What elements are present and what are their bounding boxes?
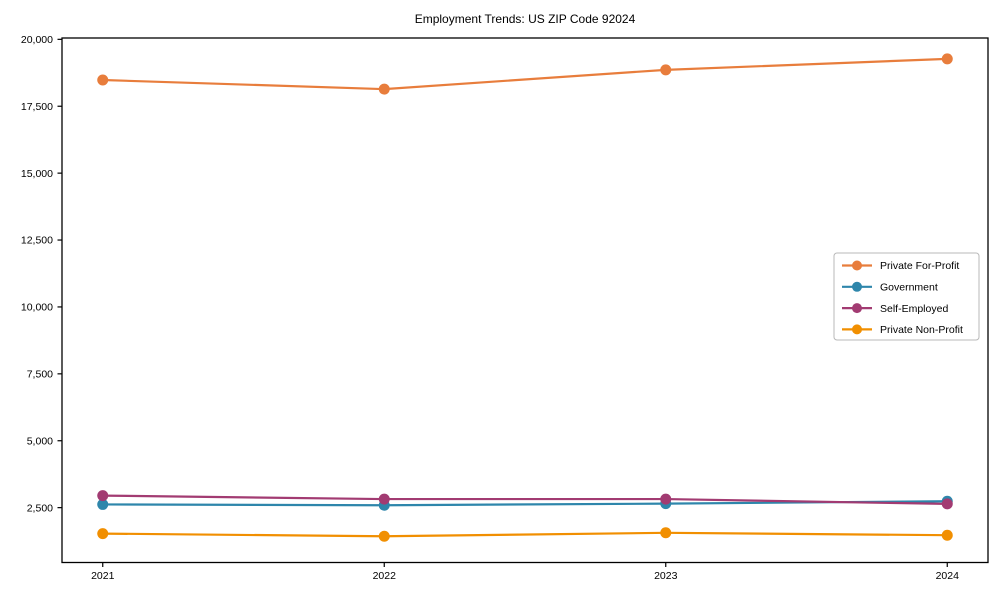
data-point-private-non-profit-2023 [660,527,672,539]
data-point-private-for-profit-2021 [97,74,109,86]
y-tick-label: 17,500 [21,101,53,113]
y-tick-label: 12,500 [21,235,53,247]
series-line-private-for-profit [102,57,948,91]
legend-box [833,252,980,341]
legend-marker-government [852,281,862,292]
data-point-private-non-profit-2021 [97,528,109,540]
data-point-self-employed-2024 [941,498,953,510]
x-tick-label: 2022 [373,570,397,582]
data-point-private-non-profit-2024 [941,529,953,541]
legend-marker-private-non-profit [852,324,862,335]
legend-marker-private-for-profit [852,260,862,271]
y-tick-label: 10,000 [21,302,53,314]
x-tick-label: 2021 [91,570,115,582]
data-point-self-employed-2023 [660,493,672,505]
y-tick-label: 2,500 [27,502,53,514]
data-point-self-employed-2021 [97,490,109,502]
data-point-self-employed-2022 [378,493,390,505]
series-line-private-non-profit [102,531,948,538]
x-tick-label: 2023 [654,570,678,582]
legend-label-government: Government [880,282,938,294]
y-tick-label: 15,000 [21,168,53,180]
data-point-private-for-profit-2024 [941,53,953,65]
axes-border [61,37,989,564]
data-point-private-for-profit-2023 [660,64,672,76]
legend-label-self-employed: Self-Employed [880,303,948,315]
data-point-private-for-profit-2022 [378,83,390,95]
chart-title: Employment Trends: US ZIP Code 92024 [415,12,636,26]
legend-marker-self-employed [852,303,862,314]
data-point-government-2021 [97,498,109,510]
series-line-self-employed [102,494,948,505]
legend-label-private-non-profit: Private Non-Profit [880,324,963,336]
legend-label-private-for-profit: Private For-Profit [880,260,959,272]
y-tick-label: 20,000 [21,34,53,46]
y-tick-label: 7,500 [27,369,53,381]
data-point-private-non-profit-2022 [378,530,390,542]
y-tick-label: 5,000 [27,435,53,447]
x-tick-label: 2024 [936,570,960,582]
plot-area: 2,500 5,000 7,500 10,000 12,500 15,000 17,500 2… [21,34,989,582]
